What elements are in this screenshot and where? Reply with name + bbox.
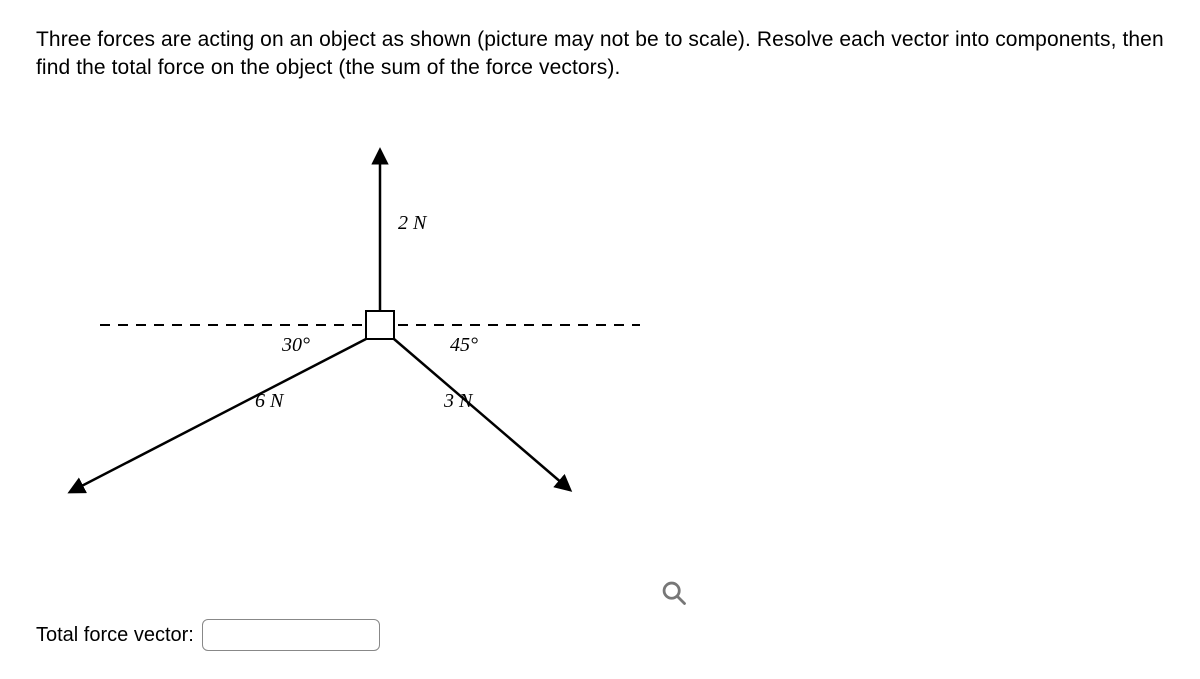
label-2n: 2 N xyxy=(398,212,426,235)
angle-30: 30° xyxy=(282,334,310,357)
total-force-input[interactable] xyxy=(202,619,380,651)
search-icon[interactable] xyxy=(660,579,688,607)
answer-label: Total force vector: xyxy=(36,624,194,647)
answer-row: Total force vector: xyxy=(36,619,380,651)
diagram-svg xyxy=(60,130,700,540)
label-3n: 3 N xyxy=(444,390,472,413)
label-6n: 6 N xyxy=(255,390,283,413)
angle-45: 45° xyxy=(450,334,478,357)
force-diagram: 2 N 30° 6 N 45° 3 N xyxy=(60,130,700,540)
problem-text: Three forces are acting on an object as … xyxy=(36,26,1164,83)
